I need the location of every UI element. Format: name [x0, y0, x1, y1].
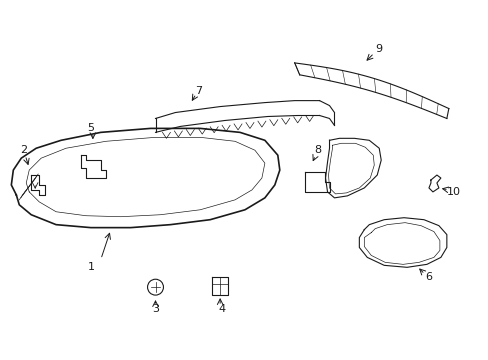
Text: 2: 2 — [20, 145, 27, 155]
Text: 10: 10 — [446, 187, 460, 197]
Text: 7: 7 — [194, 86, 202, 96]
Text: 5: 5 — [87, 123, 94, 134]
Text: 4: 4 — [218, 304, 225, 314]
Text: 1: 1 — [87, 262, 94, 272]
Text: 8: 8 — [313, 145, 321, 155]
Text: 9: 9 — [375, 44, 382, 54]
Text: 3: 3 — [152, 304, 159, 314]
Text: 6: 6 — [425, 272, 431, 282]
